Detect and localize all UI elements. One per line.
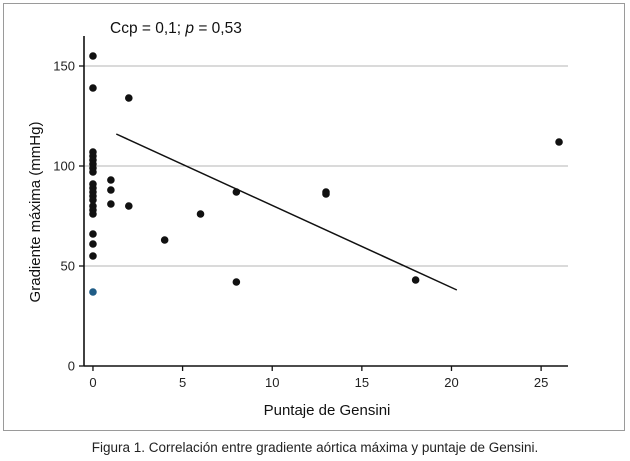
data-points [89, 52, 563, 296]
trendline [115, 133, 458, 291]
data-point [232, 188, 241, 196]
y-tick-label: 0 [68, 359, 75, 374]
data-point [125, 94, 133, 102]
chart-frame [3, 3, 625, 431]
data-point [89, 252, 97, 260]
tick-labels: 0 50 100 150 0 5 10 15 20 25 [53, 59, 548, 391]
data-point [89, 288, 97, 296]
x-axis-title: Puntaje de Gensini [264, 402, 391, 419]
data-point [89, 230, 97, 238]
data-point [107, 186, 115, 194]
data-point [107, 200, 115, 208]
x-tick-label: 20 [444, 375, 458, 390]
y-tick-label: 150 [53, 59, 75, 74]
data-point [89, 84, 97, 92]
data-point [125, 202, 133, 210]
x-tick-label: 5 [179, 375, 186, 390]
data-point [89, 196, 97, 204]
data-point [232, 278, 241, 286]
x-tick-label: 0 [89, 375, 96, 390]
x-tick-label: 10 [265, 375, 279, 390]
y-tick-label: 50 [61, 259, 75, 274]
data-point [196, 210, 205, 218]
data-point [555, 138, 563, 146]
y-axis-title: Gradiente máxima (mmHg) [27, 122, 44, 303]
x-tick-label: 25 [534, 375, 548, 390]
data-point [160, 236, 169, 244]
trendline-group [115, 133, 458, 291]
data-point [89, 240, 97, 248]
data-point [89, 210, 97, 218]
figure-caption: Figura 1. Correlación entre gradiente aó… [91, 440, 539, 455]
x-tick-label: 15 [355, 375, 369, 390]
y-tick-label: 100 [53, 159, 75, 174]
data-point [107, 176, 115, 184]
data-point [411, 276, 420, 284]
data-point [89, 168, 97, 176]
data-point [89, 52, 97, 60]
axes [83, 36, 568, 367]
grid-lines [84, 65, 568, 267]
data-point [322, 190, 330, 198]
correlation-annotation: Ccp = 0,1; p = 0,53 [110, 20, 242, 37]
